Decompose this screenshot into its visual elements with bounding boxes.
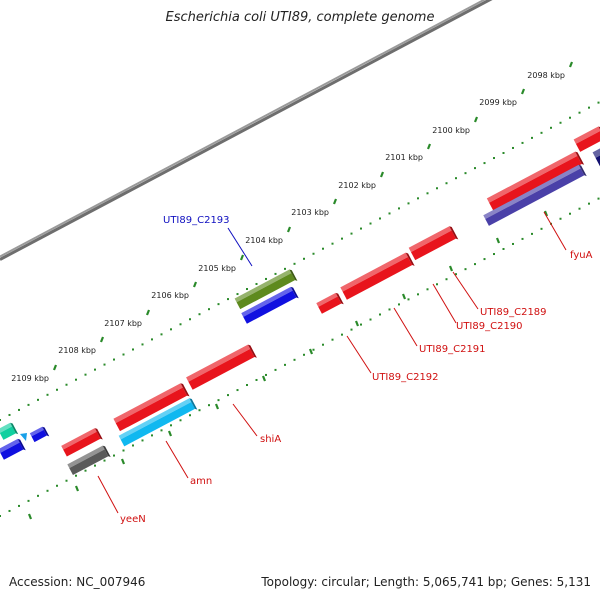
gene-slate <box>483 164 587 226</box>
leader-line <box>97 475 119 514</box>
gene-yeen-gray <box>67 445 111 475</box>
gene-uti89-c2190 <box>340 252 415 300</box>
scale-dots-outer <box>0 197 600 517</box>
gene-blue-edge <box>0 438 26 460</box>
leader-line <box>227 227 253 267</box>
gene-label-yeen: yeeN <box>120 514 146 525</box>
gene-label-uti89_c2189: UTI89_C2189 <box>480 307 547 318</box>
outer-tick <box>120 458 126 465</box>
gene-label-uti89_c2192: UTI89_C2192 <box>372 372 439 383</box>
gene-red-edge <box>573 126 600 152</box>
leader-line <box>432 283 457 324</box>
gene-uti89-c2193-olive <box>234 269 298 310</box>
tick-label: 2107 kbp <box>104 319 142 328</box>
gene-amn-red <box>113 383 190 432</box>
outer-tick <box>495 237 501 244</box>
gene-amn-cyan <box>118 398 198 447</box>
gene-label-uti89_c2193: UTI89_C2193 <box>163 215 230 226</box>
gene-shia <box>186 344 257 390</box>
outer-tick <box>354 320 360 327</box>
outer-tick <box>74 485 80 492</box>
outer-tick <box>261 375 267 382</box>
gene-fyua <box>486 151 585 211</box>
tick-label: 2102 kbp <box>338 181 376 190</box>
gene-teal-edge <box>0 422 19 440</box>
tick-label: 2108 kbp <box>58 346 96 355</box>
genome-backbone-2 <box>0 0 493 261</box>
tick-label: 2098 kbp <box>527 71 565 80</box>
scale-ticks: 2098 kbp 2099 kbp 2100 kbp 2101 kbp 2102 kbp… <box>11 61 574 520</box>
tick-label: 2106 kbp <box>151 291 189 300</box>
gene-blue-block <box>241 286 299 324</box>
outer-tick <box>543 210 549 217</box>
tick-label: 2100 kbp <box>432 126 470 135</box>
tick-label: 2105 kbp <box>198 264 236 273</box>
gene-labels: fyuA UTI89_C2189 UTI89_C2190 UTI89_C2191 UTI… <box>97 211 593 525</box>
gene-blue-small <box>29 426 50 443</box>
gene-label-amn: amn <box>190 476 212 487</box>
tick-label: 2103 kbp <box>291 208 329 217</box>
gene-label-uti89_c2190: UTI89_C2190 <box>456 321 523 332</box>
leader-line <box>393 307 418 347</box>
gene-label-fyua: fyuA <box>570 250 593 261</box>
genome-title: Escherichia coli UTI89, complete genome <box>165 10 435 25</box>
topology-label: Topology: circular; Length: 5,065,741 bp… <box>261 575 591 589</box>
tick-label: 2099 kbp <box>479 98 517 107</box>
outer-tick <box>448 265 454 272</box>
gene-yeen-red <box>61 428 103 457</box>
genome-backbone-1 <box>0 0 486 258</box>
leader-line <box>452 271 479 310</box>
leader-line <box>543 211 567 251</box>
gene-label-shia: shiA <box>260 434 281 445</box>
gene-uti89-c2192 <box>316 292 344 314</box>
tick-label: 2109 kbp <box>11 374 49 383</box>
gene-cyan-small <box>20 433 27 441</box>
outer-tick <box>214 403 220 410</box>
gene-label-uti89_c2191: UTI89_C2191 <box>419 344 486 355</box>
gene-navy-right <box>592 148 600 167</box>
outer-tick <box>27 513 33 520</box>
accession-label: Accession: NC_007946 <box>9 575 146 589</box>
tick-label: 2104 kbp <box>245 236 283 245</box>
tick-label: 2101 kbp <box>385 153 423 162</box>
gene-uti89-c2189 <box>408 226 459 261</box>
outer-tick <box>167 430 173 437</box>
leader-line <box>232 403 258 437</box>
scale-dots-inner <box>0 101 600 421</box>
outer-tick <box>401 293 407 300</box>
leader-line <box>165 440 189 479</box>
leader-line <box>346 335 372 374</box>
outer-tick <box>308 348 314 355</box>
